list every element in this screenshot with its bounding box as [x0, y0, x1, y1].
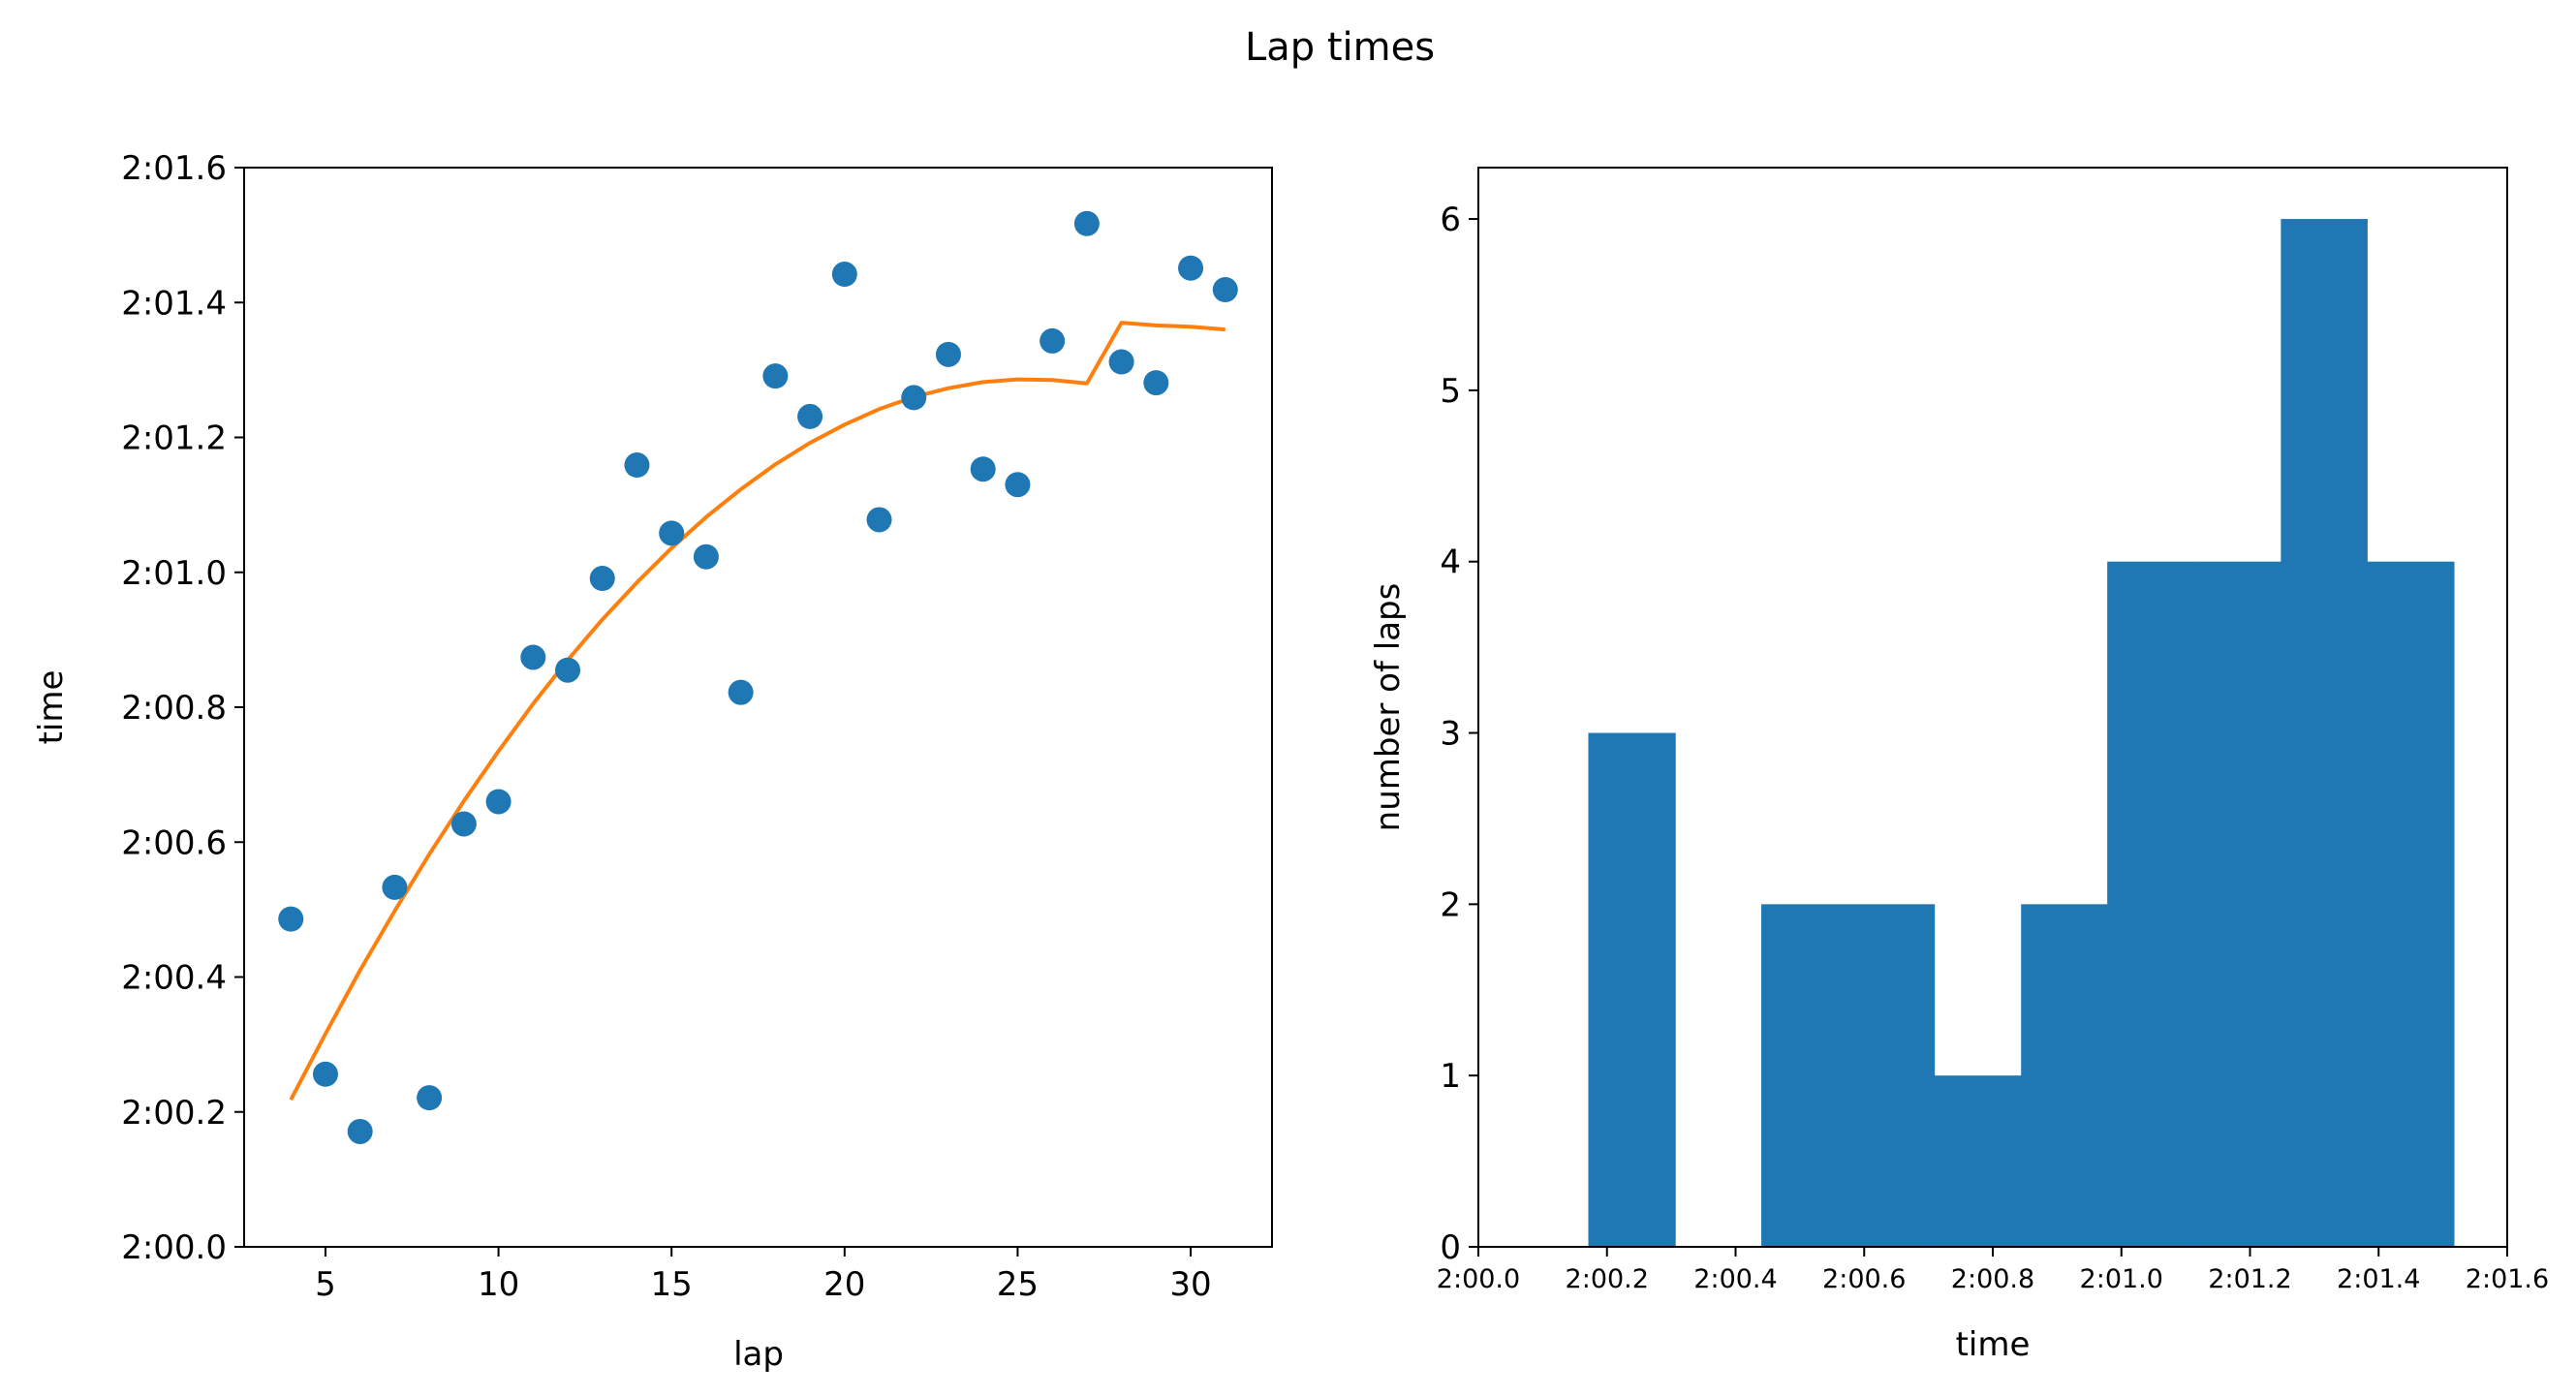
x-tick-label: 2:00.6 — [1822, 1264, 1906, 1294]
scatter-point — [555, 657, 581, 683]
scatter-point — [417, 1085, 443, 1111]
fit-curve-layer — [289, 321, 1226, 1102]
scatter-point — [693, 543, 719, 570]
scatter-point — [1143, 370, 1169, 396]
scatter-point — [901, 385, 927, 411]
histogram-x-axis-label: time — [1956, 1325, 2031, 1364]
scatter-point — [797, 403, 823, 429]
histogram-bar — [2193, 561, 2281, 1247]
scatter-point — [1073, 210, 1100, 236]
scatter-point — [485, 789, 512, 815]
scatter-point — [520, 644, 546, 670]
x-tick-label: 2:00.8 — [1951, 1264, 2034, 1294]
histogram-bar — [2367, 561, 2455, 1247]
y-tick-label: 1 — [1440, 1057, 1461, 1096]
histogram-y-axis-label: number of laps — [1369, 583, 1408, 832]
scatter-point — [450, 811, 477, 837]
y-tick-label: 2:01.4 — [121, 284, 227, 323]
x-tick-label: 25 — [997, 1265, 1039, 1304]
fit-line — [289, 321, 1226, 1102]
scatter-point — [278, 906, 304, 932]
y-tick-label: 2 — [1440, 885, 1461, 924]
scatter-y-ticks: 2:00.0 2:00.2 2:00.4 2:00.6 2:00.8 2:01.0 2:01… — [121, 149, 244, 1267]
histogram-bar — [1934, 1075, 2022, 1247]
x-tick-label: 30 — [1169, 1265, 1211, 1304]
y-tick-label: 2:00.2 — [121, 1094, 227, 1133]
histogram-bar — [1588, 732, 1676, 1247]
x-tick-label: 2:00.0 — [1437, 1264, 1520, 1294]
scatter-point — [935, 341, 961, 367]
scatter-point — [866, 507, 892, 533]
x-tick-label: 20 — [823, 1265, 865, 1304]
x-tick-label: 2:00.4 — [1693, 1264, 1777, 1294]
histogram-bar — [2021, 904, 2108, 1247]
scatter-point — [347, 1118, 373, 1144]
scatter-x-axis-label: lap — [733, 1335, 784, 1374]
y-tick-label: 2:01.0 — [121, 554, 227, 593]
scatter-y-axis-label: time — [32, 670, 71, 745]
y-tick-label: 2:00.8 — [121, 689, 227, 728]
x-tick-label: 2:01.4 — [2337, 1264, 2420, 1294]
scatter-point — [762, 363, 789, 389]
scatter-point — [624, 452, 650, 479]
x-tick-label: 10 — [478, 1265, 519, 1304]
x-tick-label: 2:00.2 — [1566, 1264, 1649, 1294]
y-tick-label: 0 — [1440, 1228, 1461, 1267]
scatter-point — [312, 1061, 338, 1087]
scatter-point — [589, 566, 615, 592]
lap-time-histogram: 2:00.0 2:00.2 2:00.4 2:00.6 2:00.8 2:01.0 2:01… — [1369, 167, 2549, 1364]
y-tick-label: 2:00.6 — [121, 823, 227, 862]
y-tick-label: 6 — [1440, 201, 1461, 239]
x-tick-label: 2:01.6 — [2466, 1264, 2549, 1294]
scatter-x-ticks: 5 10 15 20 25 30 — [315, 1247, 1212, 1304]
scatter-point — [1040, 327, 1066, 354]
histogram-bar — [2107, 561, 2195, 1247]
histogram-x-ticks: 2:00.0 2:00.2 2:00.4 2:00.6 2:00.8 2:01.0 2:01… — [1437, 1247, 2549, 1294]
scatter-points-layer — [278, 210, 1238, 1144]
x-tick-label: 2:01.2 — [2208, 1264, 2291, 1294]
y-tick-label: 3 — [1440, 715, 1461, 754]
histogram-bar — [1761, 904, 1849, 1247]
scatter-point — [1212, 277, 1238, 303]
y-tick-label: 5 — [1440, 372, 1461, 411]
histogram-bars-layer — [1588, 219, 2455, 1248]
figure-title: Lap times — [1245, 25, 1435, 70]
histogram-y-ticks: 0 1 2 3 4 5 6 — [1440, 201, 1478, 1267]
histogram-bar — [1847, 904, 1936, 1247]
scatter-point — [728, 679, 754, 705]
scatter-point — [831, 262, 857, 288]
scatter-point — [1178, 255, 1204, 281]
x-tick-label: 15 — [651, 1265, 693, 1304]
histogram-bar — [2281, 219, 2368, 1248]
scatter-point — [659, 520, 685, 546]
y-tick-label: 2:01.2 — [121, 419, 227, 458]
scatter-point — [382, 874, 408, 900]
x-tick-label: 2:01.0 — [2080, 1264, 2163, 1294]
y-tick-label: 4 — [1440, 543, 1461, 582]
scatter-point — [970, 456, 996, 482]
lap-scatter-chart: 5 10 15 20 25 30 2:00.02:00.22:00.42:00.62:00… — [32, 149, 1273, 1374]
y-tick-label: 2:00.0 — [121, 1228, 227, 1267]
y-tick-label: 2:00.4 — [121, 959, 227, 998]
scatter-point — [1108, 349, 1134, 375]
y-tick-label: 2:01.6 — [121, 149, 227, 188]
scatter-point — [1005, 472, 1031, 498]
x-tick-label: 5 — [315, 1265, 336, 1304]
